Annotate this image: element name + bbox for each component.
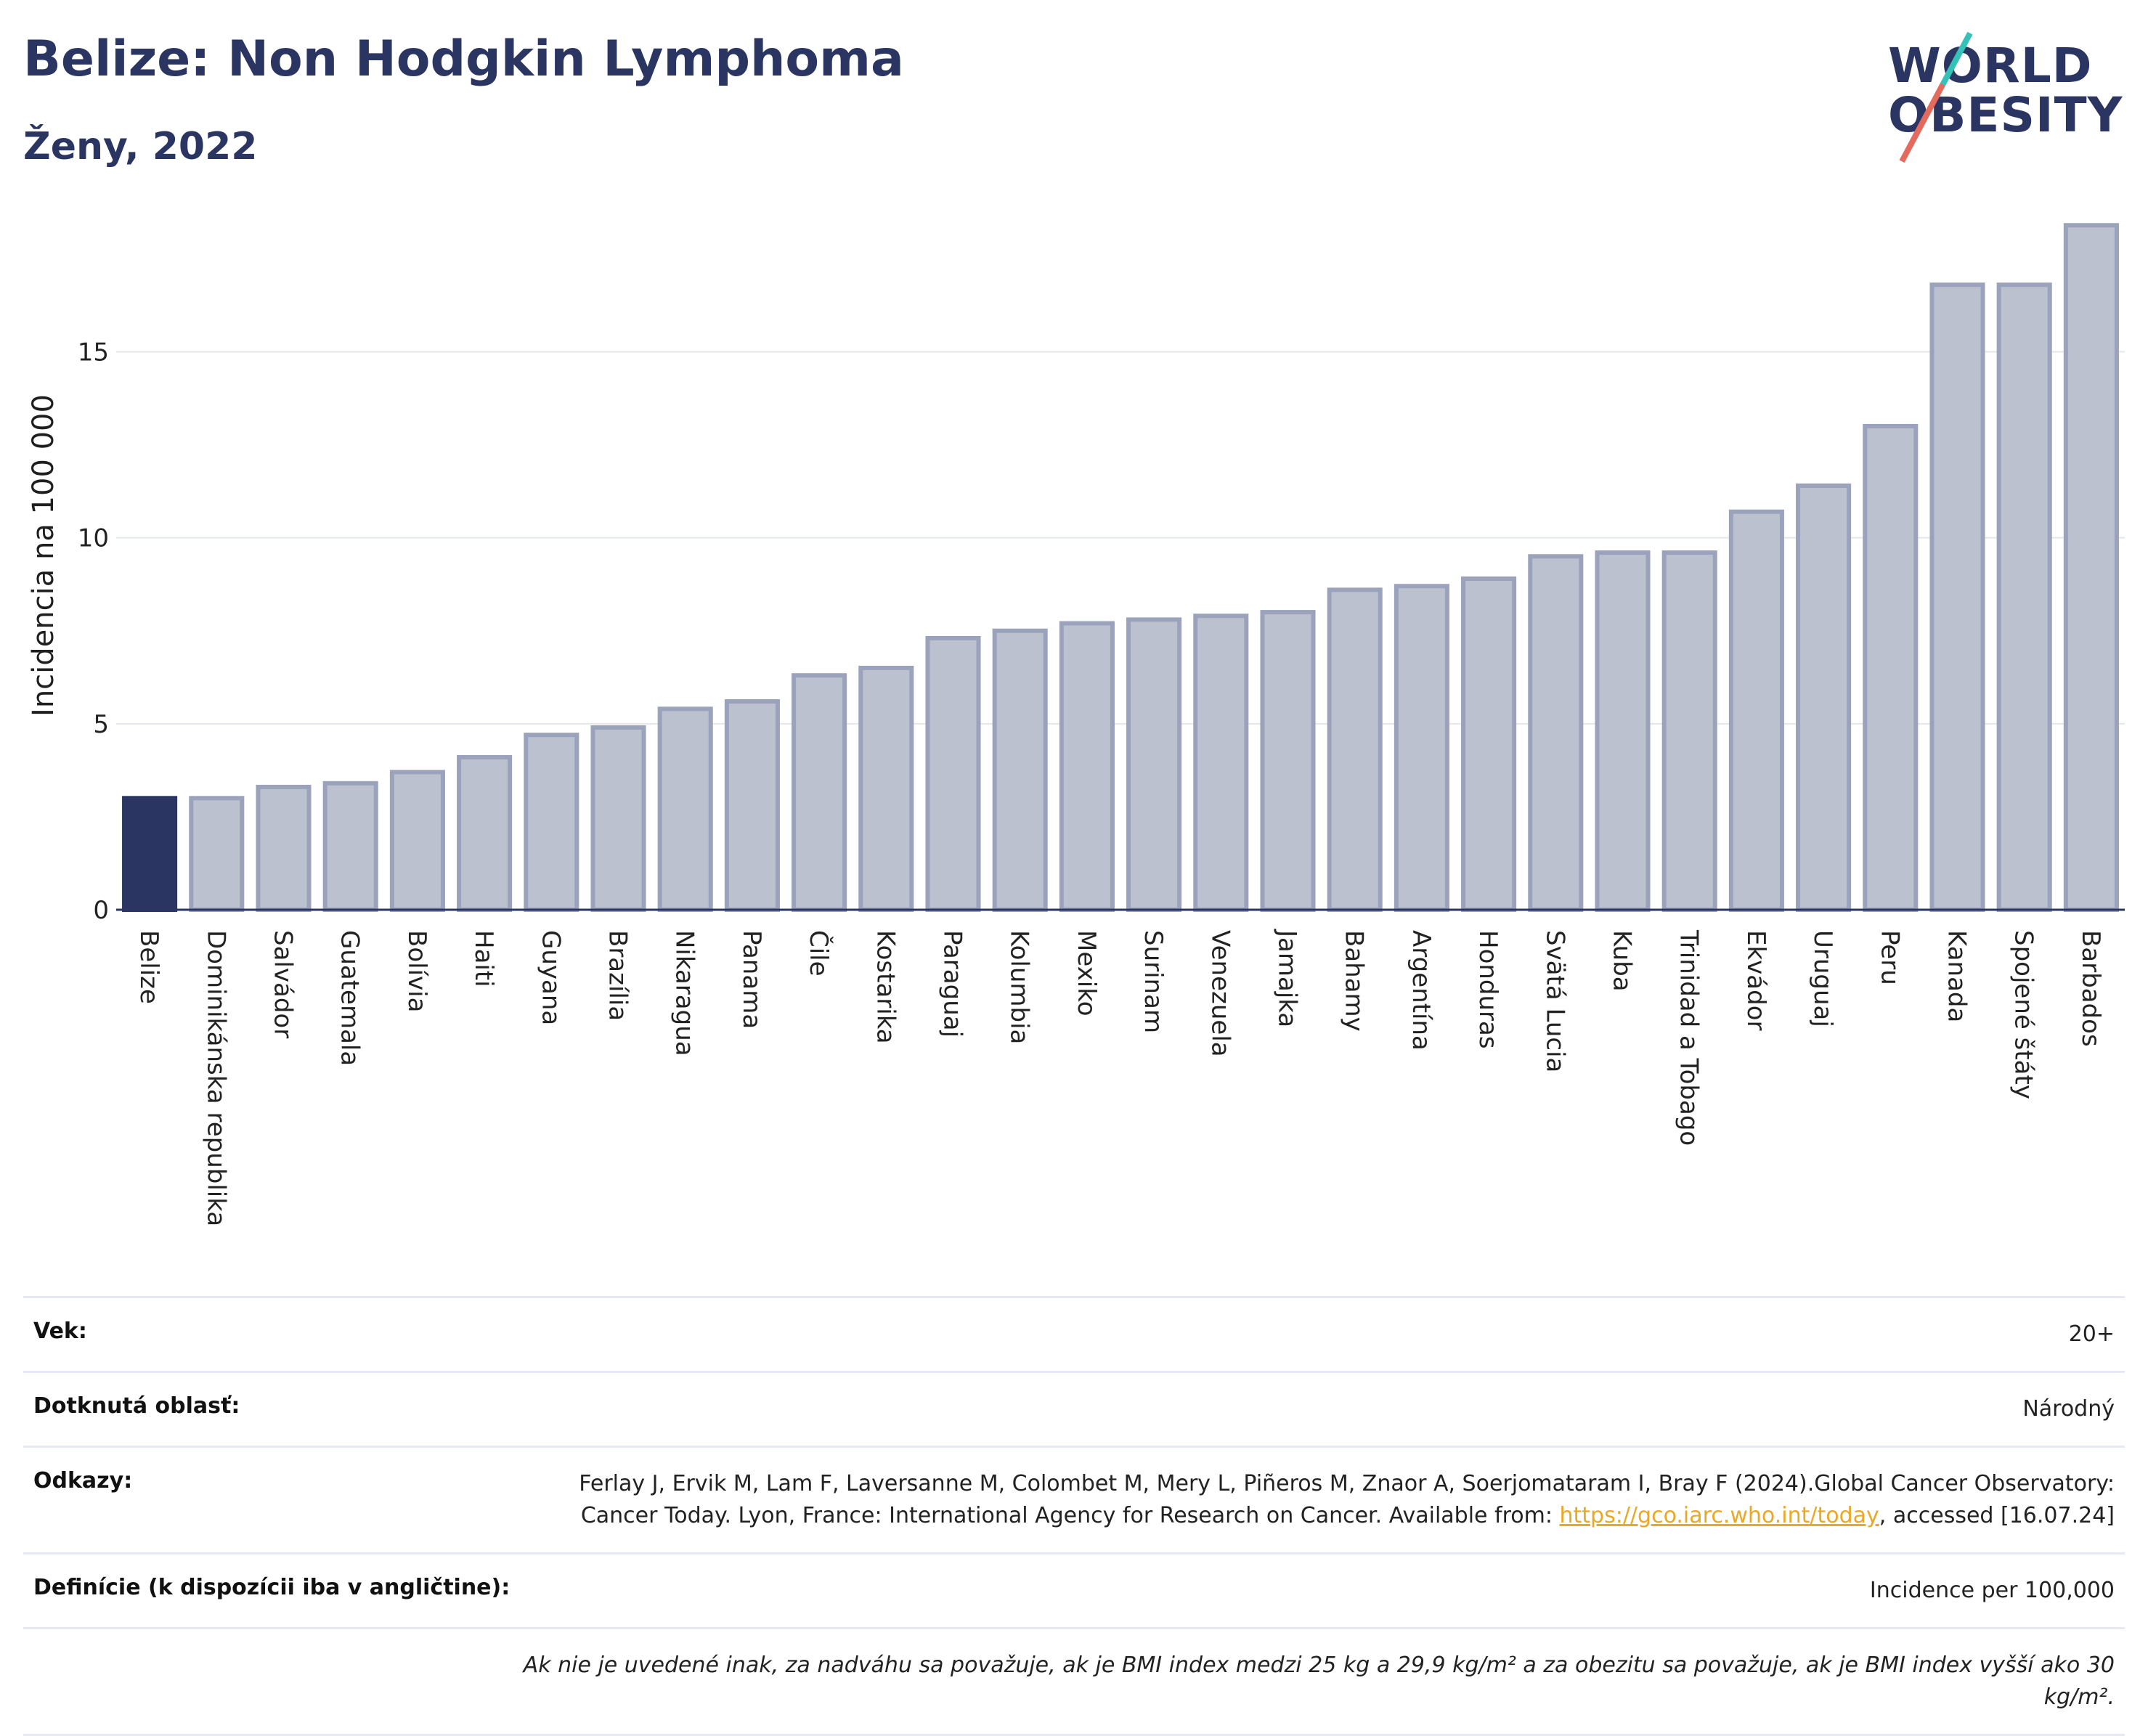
x-tick-label: Belize (134, 930, 163, 1004)
x-tick-label: Paraguaj (938, 930, 967, 1038)
bar-brazília (590, 725, 646, 912)
references-text: Ferlay J, Ervik M, Lam F, Laversanne M, … (579, 1471, 2115, 1528)
x-tick-label: Dominikánska republika (201, 930, 230, 1226)
x-tick-label: Argentína (1407, 930, 1436, 1051)
x-tick-label: Haiti (469, 930, 498, 987)
y-tick-label: 5 (93, 710, 109, 739)
y-axis-title: Incidencia na 100 000 (27, 394, 60, 717)
bar-guatemala (322, 781, 378, 912)
x-tick-label: Kuba (1608, 930, 1637, 992)
area-label: Dotknutá oblasť: (33, 1393, 240, 1419)
bar-honduras (1461, 576, 1517, 912)
bar-kolumbia (992, 628, 1048, 913)
logo-text-world: WORLD (1888, 38, 2093, 94)
x-tick-label: Peru (1875, 930, 1904, 985)
x-tick-label: Kanada (1942, 930, 1972, 1022)
info-table: Vek: 20+ Dotknutá oblasť: Národný Odkazy… (23, 1296, 2125, 1736)
bar-kuba (1595, 550, 1651, 912)
bar-jamajka (1260, 610, 1316, 913)
x-tick-label: Panama (737, 930, 766, 1029)
bar-venezuela (1193, 614, 1249, 913)
x-tick-label: Venezuela (1205, 930, 1234, 1057)
bar-kanada (1929, 282, 1985, 912)
bar-uruguaj (1796, 483, 1852, 912)
x-tick-label: Ekvádor (1741, 930, 1770, 1031)
age-value: 20+ (2068, 1321, 2115, 1347)
references-accessed: , accessed [16.07.24] (1879, 1503, 2115, 1528)
bar-čile (792, 673, 847, 912)
bar-ekvádor (1728, 509, 1784, 912)
x-tick-label: Guatemala (335, 930, 365, 1066)
bar-bolívia (389, 770, 445, 912)
definitions-value: Incidence per 100,000 (1869, 1578, 2115, 1603)
bar-peru (1863, 423, 1919, 912)
bar-haiti (457, 754, 513, 912)
x-tick-label: Brazília (603, 930, 632, 1021)
definitions-label: Definície (k dispozícii iba v angličtine… (33, 1575, 510, 1600)
references-link[interactable]: https://gco.iarc.who.int/today (1559, 1503, 1879, 1528)
info-row-area: Dotknutá oblasť: Národný (23, 1371, 2125, 1446)
bar-argentína (1394, 584, 1449, 912)
bar-svätá-lucia (1528, 554, 1584, 912)
references-label: Odkazy: (33, 1468, 133, 1493)
info-row-definitions: Definície (k dispozícii iba v angličtine… (23, 1552, 2125, 1627)
x-tick-label: Uruguaj (1808, 930, 1837, 1027)
bar-mexiko (1059, 621, 1115, 913)
page-title: Belize: Non Hodgkin Lymphoma (23, 30, 904, 88)
page-subtitle: Ženy, 2022 (23, 125, 258, 168)
y-tick-label: 15 (78, 338, 109, 367)
bar-paraguaj (925, 635, 981, 913)
world-obesity-logo: WORLD OBESITY (1888, 22, 2135, 163)
bar-dominikánska-republika (189, 796, 245, 912)
bmi-note: Ak nie je uvedené inak, za nadváhu sa po… (523, 1653, 2115, 1710)
bar-barbados (2063, 223, 2119, 912)
x-tick-label: Kolumbia (1005, 930, 1034, 1044)
y-tick-label: 10 (78, 524, 109, 553)
info-row-age: Vek: 20+ (23, 1296, 2125, 1371)
x-tick-label: Honduras (1473, 930, 1502, 1049)
bar-trinidad-a-tobago (1661, 550, 1717, 912)
x-tick-label: Trinidad a Tobago (1675, 929, 1704, 1146)
info-row-references: Odkazy: Ferlay J, Ervik M, Lam F, Lavers… (23, 1446, 2125, 1552)
area-value: Národný (2022, 1396, 2115, 1422)
age-label: Vek: (33, 1319, 87, 1344)
y-tick-label: 0 (93, 896, 109, 925)
x-tick-label: Guyana (536, 930, 565, 1025)
bar-panama (724, 699, 780, 912)
x-tick-label: Surinam (1139, 930, 1168, 1033)
x-tick-label: Svätá Lucia (1540, 930, 1569, 1072)
x-tick-label: Barbados (2076, 930, 2105, 1047)
bar-kostarika (858, 665, 914, 912)
info-row-note: Ak nie je uvedené inak, za nadváhu sa po… (23, 1627, 2125, 1736)
bar-salvádor (256, 784, 312, 912)
x-tick-label: Kostarika (871, 930, 900, 1044)
x-tick-label: Bolívia (402, 930, 431, 1012)
x-tick-label: Spojené štáty (2009, 930, 2038, 1099)
bar-bahamy (1327, 587, 1383, 912)
bar-guyana (524, 733, 579, 912)
bar-belize (122, 796, 178, 912)
x-tick-label: Jamajka (1273, 929, 1302, 1027)
bar-surinam (1126, 617, 1182, 913)
bar-spojené-štáty (1996, 282, 2052, 912)
x-tick-label: Nikaragua (670, 930, 699, 1056)
bar-chart: 0 5 10 15 Belize Dominikánska republika Salvád… (78, 223, 2125, 1226)
x-tick-label: Čile (804, 930, 834, 977)
references-value: Ferlay J, Ervik M, Lam F, Laversanne M, … (517, 1468, 2115, 1532)
x-tick-label: Bahamy (1340, 930, 1369, 1032)
x-tick-label: Salvádor (269, 930, 298, 1038)
x-tick-label: Mexiko (1072, 930, 1101, 1016)
bar-nikaragua (657, 706, 713, 912)
